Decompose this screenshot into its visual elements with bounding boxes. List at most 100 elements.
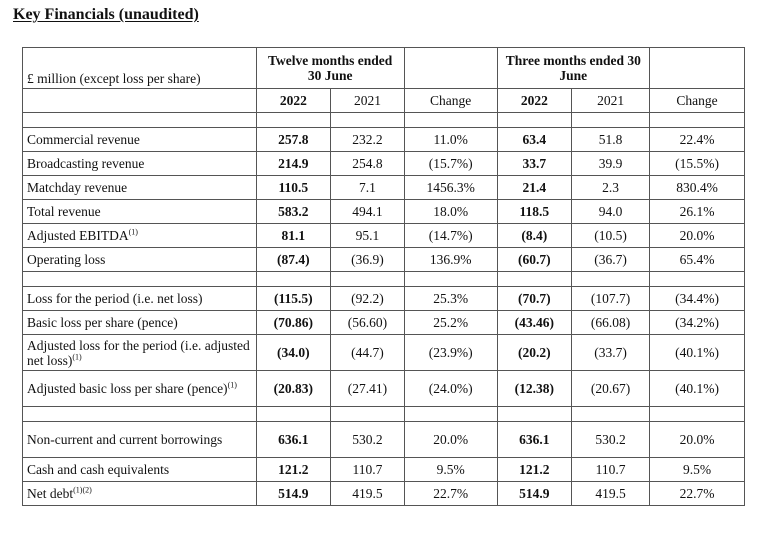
row-label-text: Basic loss per share (pence) [27,315,178,330]
value-cell: (40.1%) [649,370,745,407]
footnote-marker: (1) [72,352,82,361]
value-cell: (40.1%) [649,334,745,371]
spacer-cell [403,271,498,287]
spacer-cell [403,112,498,128]
table-row: Operating loss (87.4) (36.9) 136.9% (60.7) (3… [22,247,745,272]
value-cell: 136.9% [403,247,498,272]
value-cell: (20.67) [571,370,651,407]
value-cell: 39.9 [571,151,651,176]
value-cell: (27.41) [330,370,405,407]
key-financials-table: £ million (except loss per share) Twelve… [22,47,745,506]
value-cell: 121.2 [255,457,332,482]
spacer-cell [22,271,257,287]
value-cell: 20.0% [403,421,498,458]
col-header-2021: 2021 [571,88,651,113]
spacer-cell [649,112,745,128]
row-label-text: Loss for the period (i.e. net loss) [27,291,203,306]
value-cell: 254.8 [330,151,405,176]
value-cell: (115.5) [255,286,332,311]
row-label-text: Adjusted basic loss per share (pence) [27,381,228,396]
value-cell: (36.7) [571,247,651,272]
value-cell: 110.7 [571,457,651,482]
value-cell: (12.38) [496,370,573,407]
value-cell: (34.0) [255,334,332,371]
spacer-cell [571,271,651,287]
value-cell: (36.9) [330,247,405,272]
spacer-cell [330,112,405,128]
value-cell: (33.7) [571,334,651,371]
row-label: Operating loss [22,247,257,272]
value-cell: (34.4%) [649,286,745,311]
value-cell: 81.1 [255,223,332,248]
value-cell: (87.4) [255,247,332,272]
value-cell: (14.7%) [403,223,498,248]
row-label: Broadcasting revenue [22,151,257,176]
value-cell: 20.0% [649,223,745,248]
value-cell: 118.5 [496,199,573,224]
spacer-cell [255,271,332,287]
table-row: Non-current and current borrowings 636.1 5… [22,421,745,458]
value-cell: (70.86) [255,310,332,335]
group-header-twelve-months: Twelve months ended 30 June [255,47,405,89]
value-cell: 9.5% [649,457,745,482]
value-cell: (66.08) [571,310,651,335]
spacer-cell [496,406,573,422]
value-cell: (24.0%) [403,370,498,407]
value-cell: (107.7) [571,286,651,311]
value-cell: 63.4 [496,127,573,152]
value-cell: 530.2 [571,421,651,458]
table-row: Broadcasting revenue 214.9 254.8 (15.7%) 33.… [22,151,745,176]
spacer-cell [649,271,745,287]
spacer-cell [255,112,332,128]
value-cell: (20.2) [496,334,573,371]
col-header-2021: 2021 [330,88,405,113]
footnote-marker: (1) [227,380,237,390]
table-row: Adjusted EBITDA(1) 81.1 95.1 (14.7%) (8.4) (1… [22,223,745,248]
value-cell: 419.5 [571,481,651,506]
row-label: Adjusted basic loss per share (pence)(1) [22,370,257,407]
value-cell: 22.7% [403,481,498,506]
spacer-cell [330,271,405,287]
col-header-change: Change [649,88,745,113]
value-cell: 530.2 [330,421,405,458]
value-cell: 22.7% [649,481,745,506]
value-cell: (15.7%) [403,151,498,176]
value-cell: (44.7) [330,334,405,371]
row-label: Net debt(1)(2) [22,481,257,506]
group-header-three-months: Three months ended 30 June [496,47,651,89]
value-cell: 514.9 [255,481,332,506]
row-label: Adjusted loss for the period (i.e. adjus… [22,334,257,371]
value-cell: 514.9 [496,481,573,506]
value-cell: 20.0% [649,421,745,458]
value-cell: (20.83) [255,370,332,407]
row-label: Basic loss per share (pence) [22,310,257,335]
spacer-cell [649,406,745,422]
value-cell: 11.0% [403,127,498,152]
footnote-marker: (1) [128,227,138,237]
header-blank [22,88,257,113]
value-cell: 110.7 [330,457,405,482]
value-cell: (92.2) [330,286,405,311]
value-cell: 257.8 [255,127,332,152]
value-cell: (34.2%) [649,310,745,335]
row-label: Cash and cash equivalents [22,457,257,482]
header-blank [403,47,498,89]
row-label-text: Total revenue [27,204,101,219]
value-cell: (70.7) [496,286,573,311]
section-spacer-row [22,271,745,287]
value-cell: 636.1 [255,421,332,458]
row-label: Commercial revenue [22,127,257,152]
unit-label: £ million (except loss per share) [22,47,257,89]
value-cell: 121.2 [496,457,573,482]
row-label: Loss for the period (i.e. net loss) [22,286,257,311]
value-cell: 95.1 [330,223,405,248]
spacer-cell [571,112,651,128]
spacer-cell [496,112,573,128]
row-label-text: Adjusted loss for the period (i.e. adjus… [27,337,250,368]
value-cell: 830.4% [649,175,745,200]
table-row: Matchday revenue 110.5 7.1 1456.3% 21.4 2.3 83… [22,175,745,200]
value-cell: 25.2% [403,310,498,335]
spacer-cell [403,406,498,422]
value-cell: 214.9 [255,151,332,176]
value-cell: (10.5) [571,223,651,248]
